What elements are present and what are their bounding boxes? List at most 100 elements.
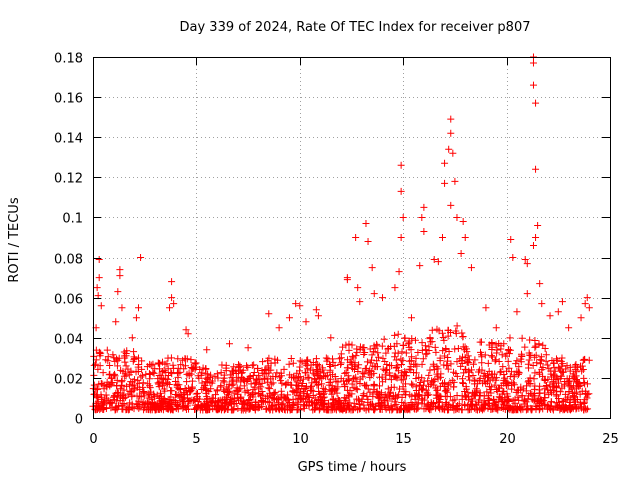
band-point [94, 365, 102, 373]
band-point [344, 401, 352, 409]
data-point [538, 300, 546, 308]
band-point [126, 387, 134, 395]
band-point [573, 378, 581, 386]
band-point [100, 399, 108, 407]
data-point [521, 256, 529, 264]
band-point [504, 382, 512, 390]
y-tick-label: 0.18 [54, 52, 83, 67]
band-point [492, 341, 500, 349]
band-point [468, 395, 476, 403]
band-point [345, 340, 353, 348]
band-point [316, 390, 324, 398]
data-point [523, 290, 531, 298]
band-point [247, 380, 255, 388]
band-point [558, 362, 566, 370]
band-point [293, 369, 301, 377]
band-point [453, 372, 461, 380]
band-point [350, 399, 358, 407]
band-point [572, 377, 580, 385]
data-point [356, 298, 364, 306]
band-point [277, 369, 285, 377]
band-point [435, 403, 443, 411]
y-tick-label: 0.02 [54, 373, 83, 388]
band-point [479, 404, 487, 412]
band-point [459, 375, 467, 383]
band-point [237, 369, 245, 377]
band-point [441, 392, 449, 400]
band-point [391, 331, 399, 339]
band-point [345, 375, 353, 383]
band-point [315, 362, 323, 370]
band-point [392, 391, 400, 399]
band-point [514, 368, 522, 376]
band-point [319, 364, 327, 372]
band-point [303, 356, 311, 364]
band-point [420, 377, 428, 385]
band-point [505, 364, 513, 372]
data-point [225, 340, 233, 348]
band-point [362, 364, 370, 372]
band-point [353, 386, 361, 394]
band-point [466, 400, 474, 408]
band-point [506, 334, 514, 342]
band-point [324, 355, 332, 363]
band-point [579, 366, 587, 374]
x-tick-label: 15 [395, 432, 412, 447]
band-point [388, 395, 396, 403]
band-point [478, 359, 486, 367]
data-point [93, 284, 101, 292]
band-point [234, 390, 242, 398]
band-point [493, 349, 501, 357]
band-point [398, 361, 406, 369]
band-point [419, 355, 427, 363]
band-point [380, 393, 388, 401]
band-point [303, 398, 311, 406]
band-point [269, 379, 277, 387]
band-point [503, 401, 511, 409]
band-point [564, 379, 572, 387]
data-point [583, 294, 591, 302]
band-point [444, 365, 452, 373]
band-point [256, 403, 264, 411]
band-point [128, 393, 136, 401]
band-point [135, 354, 143, 362]
band-point [241, 388, 249, 396]
band-point [309, 369, 317, 377]
band-point [403, 404, 411, 412]
band-point [174, 400, 182, 408]
band-point [513, 405, 521, 413]
data-point [170, 300, 178, 308]
band-point [352, 373, 360, 381]
band-point [323, 403, 331, 411]
band-point [581, 380, 589, 388]
band-point [405, 365, 413, 373]
band-point [381, 358, 389, 366]
band-point [539, 372, 547, 380]
band-point [412, 374, 420, 382]
band-point [295, 391, 303, 399]
band-point [375, 382, 383, 390]
band-point [421, 342, 429, 350]
band-point [97, 349, 105, 357]
band-point [343, 364, 351, 372]
band-point [146, 360, 154, 368]
band-point [177, 361, 185, 369]
data-point [397, 234, 405, 241]
band-point [341, 383, 349, 391]
band-point [579, 356, 587, 364]
band-point [145, 394, 153, 402]
data-point [461, 234, 469, 241]
band-point [399, 376, 407, 384]
band-point [465, 368, 473, 376]
data-point [482, 304, 490, 312]
data-point [558, 298, 566, 306]
band-point [407, 366, 415, 374]
x-tick-label: 5 [192, 432, 200, 447]
band-point [418, 400, 426, 408]
band-point [131, 355, 139, 363]
band-point [96, 362, 104, 370]
band-point [484, 396, 492, 404]
band-point [174, 355, 182, 363]
band-point [270, 389, 278, 397]
band-point [246, 402, 254, 410]
